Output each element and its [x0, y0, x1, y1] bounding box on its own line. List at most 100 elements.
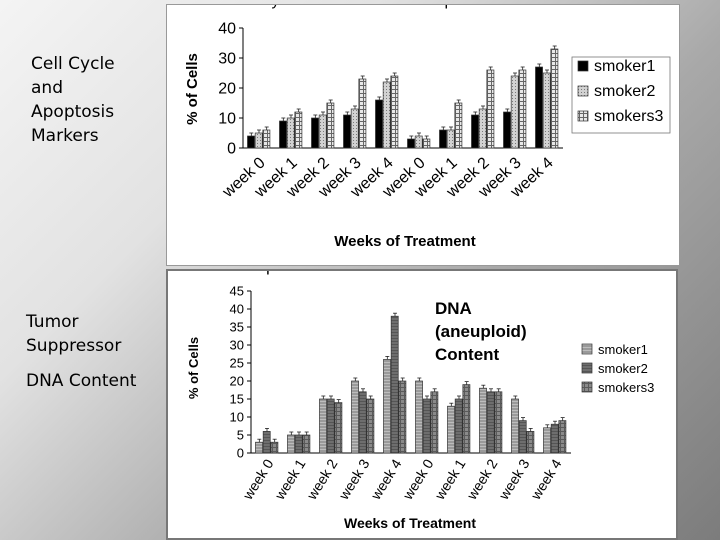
legend-label: smoker1: [598, 342, 648, 357]
bar: [422, 138, 431, 149]
bar: [383, 359, 391, 454]
bar: [398, 380, 407, 454]
bar: [294, 434, 303, 454]
bar: [542, 72, 551, 149]
bar: [511, 398, 519, 454]
bar: [558, 420, 567, 454]
bar: [478, 108, 487, 149]
y-tick-label: 30: [230, 338, 244, 353]
bar: [302, 434, 311, 454]
bar: [526, 431, 535, 454]
legend-swatch: [577, 60, 589, 72]
bar: [430, 391, 439, 454]
side-label-line: Tumor: [26, 312, 79, 332]
bar: [415, 380, 423, 454]
bar: [543, 427, 551, 454]
y-axis-label: % of Cells: [186, 337, 201, 399]
x-tick-label: week 4: [527, 456, 565, 503]
bar: [486, 69, 495, 149]
cell-cycle-label: Cell Cycle and Apoptosis Markers: [31, 52, 151, 148]
bar: [390, 75, 399, 149]
bar: [471, 114, 479, 149]
bar: [454, 102, 463, 149]
bar: [494, 391, 503, 454]
bar: [446, 129, 455, 149]
bar: [254, 132, 263, 149]
y-tick-label: 40: [230, 302, 244, 317]
bar: [343, 114, 351, 149]
x-tick-label: week 1: [271, 456, 309, 503]
bar: [447, 405, 455, 454]
group-label: Caspase-3: [416, 5, 493, 9]
y-axis-label: % of Cells: [184, 53, 201, 125]
y-tick-label: 30: [218, 51, 236, 68]
bar: [247, 135, 255, 149]
y-tick-label: 20: [218, 81, 236, 98]
legend-swatch: [581, 343, 593, 355]
legend-label: smoker2: [594, 83, 655, 100]
y-tick-label: 40: [218, 21, 236, 38]
y-tick-label: 45: [230, 284, 244, 299]
bar: [326, 398, 335, 454]
y-tick-label: 35: [230, 320, 244, 335]
side-label-line: Apoptosis: [31, 102, 115, 122]
bar: [550, 48, 559, 149]
bar: [311, 117, 319, 149]
bar: [286, 117, 295, 149]
legend-swatch: [581, 362, 593, 374]
x-tick-label: week 4: [367, 456, 405, 503]
y-tick-label: 10: [230, 410, 244, 425]
bar: [358, 78, 367, 149]
x-tick-label: week 3: [495, 456, 533, 503]
bar: [279, 120, 287, 149]
x-tick-label: week 0: [239, 456, 277, 503]
legend-label: smoker2: [598, 361, 648, 376]
bar: [503, 111, 511, 149]
bar: [318, 114, 327, 149]
legend-swatch: [581, 381, 593, 393]
bar: [366, 398, 375, 454]
bar: [382, 81, 391, 149]
y-tick-label: 25: [230, 356, 244, 371]
group-label: (aneuploid): [435, 322, 527, 341]
bar: [479, 387, 487, 454]
bar: [294, 111, 303, 149]
bar: [319, 398, 327, 454]
bar: [414, 135, 423, 149]
bar: [518, 69, 527, 149]
y-tick-label: 15: [230, 392, 244, 407]
bar: [262, 431, 271, 454]
legend-label: smoker1: [594, 58, 655, 75]
group-label: p53: [266, 271, 294, 275]
side-label-line: and: [31, 78, 63, 98]
y-tick-label: 0: [237, 446, 244, 461]
x-tick-label: week 1: [431, 456, 469, 503]
bar: [350, 108, 359, 149]
bar: [390, 315, 399, 454]
y-tick-label: 20: [230, 374, 244, 389]
y-tick-label: 5: [237, 428, 244, 443]
dna-content-label: DNA Content: [26, 371, 137, 391]
bar: [270, 441, 279, 454]
y-tick-label: 0: [227, 141, 236, 158]
bar: [535, 66, 543, 149]
x-axis-label: Weeks of Treatment: [344, 515, 476, 531]
legend-label: smokers3: [594, 108, 663, 125]
bar: [462, 384, 471, 454]
bar: [326, 102, 335, 149]
bar: [486, 391, 495, 454]
bar: [255, 441, 263, 454]
bar: [510, 75, 519, 149]
bar: [351, 380, 359, 454]
x-tick-label: week 2: [463, 456, 501, 503]
p53-dna-chart-panel: 0 5 10 15 20 25 30 35 40 45 week 0 week 1 week 2 week…: [166, 269, 678, 540]
legend-label: smokers3: [598, 380, 654, 395]
group-label: Content: [435, 345, 500, 364]
x-tick-label: week 3: [335, 456, 373, 503]
tumor-suppressor-label: Tumor Suppressor: [26, 310, 156, 358]
bar: [439, 129, 447, 149]
bar: [358, 391, 367, 454]
